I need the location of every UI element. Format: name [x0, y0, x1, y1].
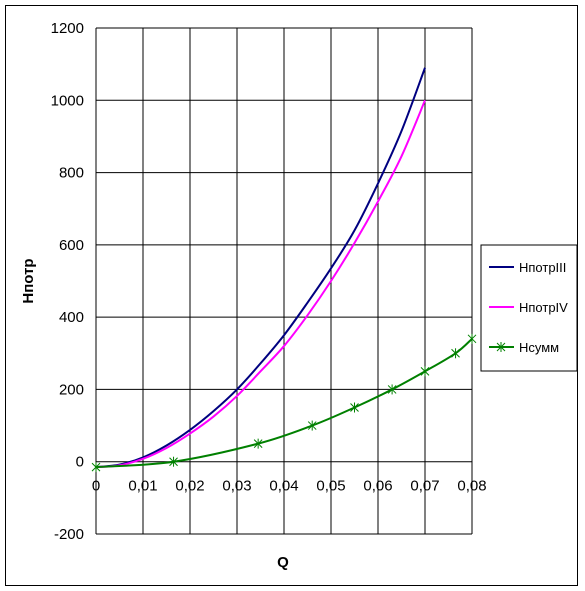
x-tick-label: 0,08 — [457, 478, 486, 495]
legend-label-0: НпотрIII — [519, 260, 566, 275]
y-tick-label: 1000 — [51, 92, 84, 109]
legend-marker-2 — [496, 342, 506, 352]
series-point-2 — [420, 366, 430, 377]
y-tick-label: 200 — [59, 381, 84, 398]
y-tick-label: 600 — [59, 237, 84, 254]
series-point-2 — [91, 462, 101, 473]
series-line-1 — [95, 99, 426, 469]
series-point-2 — [350, 402, 359, 413]
y-tick-label: 800 — [59, 165, 84, 182]
y-tick-label: 0 — [76, 454, 84, 471]
y-axis-title: Нпотр — [20, 258, 37, 303]
x-tick-label: 0,01 — [128, 478, 157, 495]
legend: НпотрIII НпотрIV Нсумм — [480, 244, 578, 372]
x-axis-title: Q — [277, 554, 289, 571]
y-tick-labels: -200 0 200 400 600 800 1000 1200 — [51, 20, 84, 543]
x-tick-label: 0,03 — [222, 478, 251, 495]
x-tick-label: 0,07 — [410, 478, 439, 495]
series-point-2 — [467, 333, 477, 344]
series-point-2 — [451, 348, 460, 359]
x-tick-label: 0,04 — [269, 478, 298, 495]
series-point-2 — [307, 420, 317, 431]
x-tick-label: 0,06 — [363, 478, 392, 495]
series-point-2 — [253, 438, 263, 449]
series-point-2 — [169, 456, 178, 467]
x-tick-labels: 0 0,01 0,02 0,03 0,04 0,05 0,06 0,07 0,08 — [92, 478, 487, 495]
y-tick-label: 1200 — [51, 20, 84, 37]
series-point-2 — [387, 384, 397, 395]
legend-label-1: НпотрIV — [519, 300, 568, 315]
series-line-0 — [95, 67, 426, 469]
series-line-2 — [95, 338, 473, 469]
grid — [95, 27, 473, 535]
legend-label-2: Нсумм — [519, 340, 559, 355]
x-tick-label: 0,05 — [316, 478, 345, 495]
y-tick-label: 400 — [59, 309, 84, 326]
y-tick-label: -200 — [54, 526, 84, 543]
x-tick-label: 0 — [92, 478, 100, 495]
series-lines — [91, 67, 477, 473]
x-tick-label: 0,02 — [175, 478, 204, 495]
